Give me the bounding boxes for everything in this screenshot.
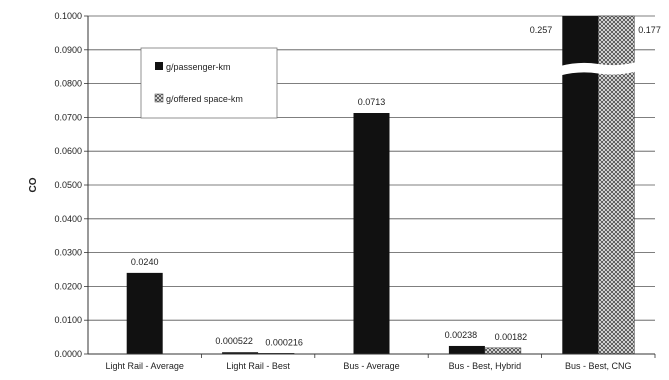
- legend-swatch-passenger-km: [155, 62, 163, 70]
- legend-label-offered-space-km: g/offered space-km: [166, 94, 243, 104]
- data-label-passenger-km: 0.257: [530, 25, 553, 35]
- y-tick-label: 0.0600: [54, 146, 82, 156]
- data-label-offered-space-km: 0.000216: [265, 337, 303, 347]
- x-category-label: Bus - Best, CNG: [565, 361, 632, 371]
- data-label-offered-space-km: 0.00182: [495, 332, 528, 342]
- y-tick-label: 0.0700: [54, 112, 82, 122]
- data-label-passenger-km: 0.000522: [215, 336, 253, 346]
- legend: g/passenger-km g/offered space-km: [140, 47, 278, 119]
- x-category-label: Bus - Average: [343, 361, 399, 371]
- y-tick-label: 0.0500: [54, 180, 82, 190]
- axis-break: [560, 61, 637, 76]
- y-tick-label: 0.0100: [54, 315, 82, 325]
- bar-passenger-km: [126, 272, 163, 354]
- data-label-passenger-km: 0.0240: [131, 257, 159, 267]
- bar-passenger-km: [448, 345, 485, 354]
- y-tick-label: 0.0000: [54, 349, 82, 359]
- y-tick-label: 0.0300: [54, 248, 82, 258]
- legend-box: [140, 47, 278, 119]
- data-label-offered-space-km: 0.177: [638, 25, 661, 35]
- y-tick-label: 0.0900: [54, 45, 82, 55]
- y-axis-title: CO: [28, 177, 39, 192]
- y-tick-label: 0.0800: [54, 79, 82, 89]
- y-tick-label: 0.0400: [54, 214, 82, 224]
- y-tick-label: 0.1000: [54, 11, 82, 21]
- y-tick-label: 0.0200: [54, 281, 82, 291]
- x-category-label: Bus - Best, Hybrid: [449, 361, 522, 371]
- x-category-label: Light Rail - Average: [106, 361, 184, 371]
- bar-passenger-km: [353, 113, 390, 354]
- data-label-passenger-km: 0.0713: [358, 97, 386, 107]
- legend-label-passenger-km: g/passenger-km: [166, 62, 231, 72]
- legend-swatch-offered-space-km: [154, 93, 164, 103]
- bar-offered-space-km: [484, 347, 522, 355]
- x-category-label: Light Rail - Best: [226, 361, 290, 371]
- data-label-passenger-km: 0.00238: [445, 330, 478, 340]
- bar-passenger-km: [222, 352, 259, 354]
